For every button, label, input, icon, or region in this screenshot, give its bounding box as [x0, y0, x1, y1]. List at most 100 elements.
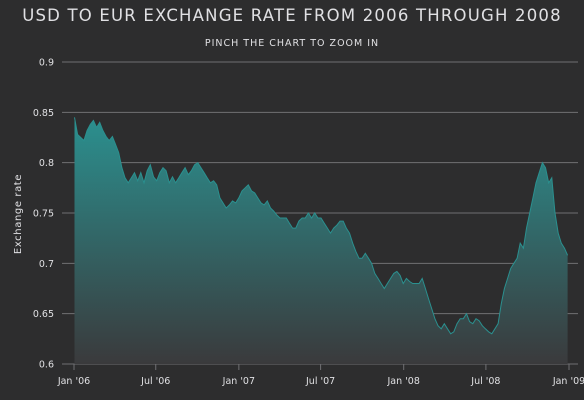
data-point[interactable]	[475, 317, 478, 320]
data-point[interactable]	[433, 317, 436, 320]
data-point[interactable]	[316, 217, 319, 220]
data-point[interactable]	[452, 330, 455, 333]
data-point[interactable]	[222, 201, 225, 204]
data-point[interactable]	[98, 121, 101, 124]
data-point[interactable]	[326, 227, 329, 230]
data-point[interactable]	[101, 129, 104, 132]
data-point[interactable]	[358, 257, 361, 260]
data-point[interactable]	[500, 302, 503, 305]
data-point[interactable]	[541, 161, 544, 164]
data-point[interactable]	[380, 282, 383, 285]
data-point[interactable]	[139, 171, 142, 174]
data-point[interactable]	[348, 232, 351, 235]
data-point[interactable]	[234, 201, 237, 204]
data-point[interactable]	[516, 257, 519, 260]
data-point[interactable]	[228, 203, 231, 206]
data-point[interactable]	[560, 242, 563, 245]
data-point[interactable]	[269, 207, 272, 210]
data-point[interactable]	[297, 220, 300, 223]
data-point[interactable]	[187, 173, 190, 176]
data-point[interactable]	[76, 133, 79, 136]
data-point[interactable]	[155, 179, 158, 182]
data-point[interactable]	[89, 123, 92, 126]
data-point[interactable]	[335, 224, 338, 227]
data-point[interactable]	[218, 196, 221, 199]
data-point[interactable]	[414, 282, 417, 285]
data-point[interactable]	[481, 324, 484, 327]
data-point[interactable]	[377, 277, 380, 280]
data-point[interactable]	[351, 242, 354, 245]
data-point[interactable]	[383, 287, 386, 290]
data-point[interactable]	[550, 176, 553, 179]
data-point[interactable]	[437, 324, 440, 327]
data-point[interactable]	[206, 176, 209, 179]
data-point[interactable]	[544, 166, 547, 169]
data-point[interactable]	[332, 227, 335, 230]
data-point[interactable]	[367, 257, 370, 260]
data-point[interactable]	[386, 282, 389, 285]
data-point[interactable]	[177, 176, 180, 179]
data-point[interactable]	[247, 183, 250, 186]
data-point[interactable]	[364, 252, 367, 255]
data-point[interactable]	[313, 212, 316, 215]
data-point[interactable]	[395, 270, 398, 273]
data-point[interactable]	[402, 282, 405, 285]
data-point[interactable]	[143, 181, 146, 184]
data-point[interactable]	[443, 322, 446, 325]
data-point[interactable]	[405, 277, 408, 280]
data-point[interactable]	[339, 220, 342, 223]
data-point[interactable]	[171, 175, 174, 178]
data-point[interactable]	[215, 183, 218, 186]
data-point[interactable]	[459, 317, 462, 320]
data-point[interactable]	[133, 171, 136, 174]
data-point[interactable]	[430, 307, 433, 310]
data-point[interactable]	[73, 116, 76, 119]
data-point[interactable]	[199, 166, 202, 169]
data-point[interactable]	[285, 217, 288, 220]
data-point[interactable]	[531, 196, 534, 199]
data-point[interactable]	[449, 332, 452, 335]
data-point[interactable]	[354, 250, 357, 253]
data-point[interactable]	[424, 287, 427, 290]
data-point[interactable]	[538, 171, 541, 174]
data-point[interactable]	[108, 139, 111, 142]
data-point[interactable]	[411, 282, 414, 285]
data-point[interactable]	[149, 163, 152, 166]
data-point[interactable]	[82, 139, 85, 142]
data-point[interactable]	[294, 227, 297, 230]
data-point[interactable]	[421, 277, 424, 280]
data-point[interactable]	[288, 222, 291, 225]
data-point[interactable]	[304, 217, 307, 220]
data-point[interactable]	[345, 227, 348, 230]
data-point[interactable]	[547, 181, 550, 184]
data-point[interactable]	[256, 196, 259, 199]
data-point[interactable]	[253, 191, 256, 194]
data-point[interactable]	[124, 176, 127, 179]
data-point[interactable]	[180, 171, 183, 174]
data-point[interactable]	[440, 327, 443, 330]
data-point[interactable]	[506, 277, 509, 280]
data-point[interactable]	[168, 181, 171, 184]
data-point[interactable]	[503, 287, 506, 290]
data-point[interactable]	[120, 166, 123, 169]
data-point[interactable]	[278, 217, 281, 220]
data-point[interactable]	[127, 181, 130, 184]
data-point[interactable]	[307, 212, 310, 215]
data-point[interactable]	[392, 272, 395, 275]
data-point[interactable]	[525, 227, 528, 230]
data-point[interactable]	[320, 217, 323, 220]
data-point[interactable]	[174, 181, 177, 184]
data-point[interactable]	[427, 297, 430, 300]
data-point[interactable]	[209, 181, 212, 184]
data-point[interactable]	[465, 312, 468, 315]
data-point[interactable]	[95, 126, 98, 129]
data-point[interactable]	[105, 135, 108, 138]
data-point[interactable]	[522, 247, 525, 250]
data-point[interactable]	[190, 169, 193, 172]
data-point[interactable]	[408, 280, 411, 283]
data-point[interactable]	[462, 317, 465, 320]
data-point[interactable]	[260, 201, 263, 204]
data-point[interactable]	[361, 257, 364, 260]
data-point[interactable]	[468, 320, 471, 323]
